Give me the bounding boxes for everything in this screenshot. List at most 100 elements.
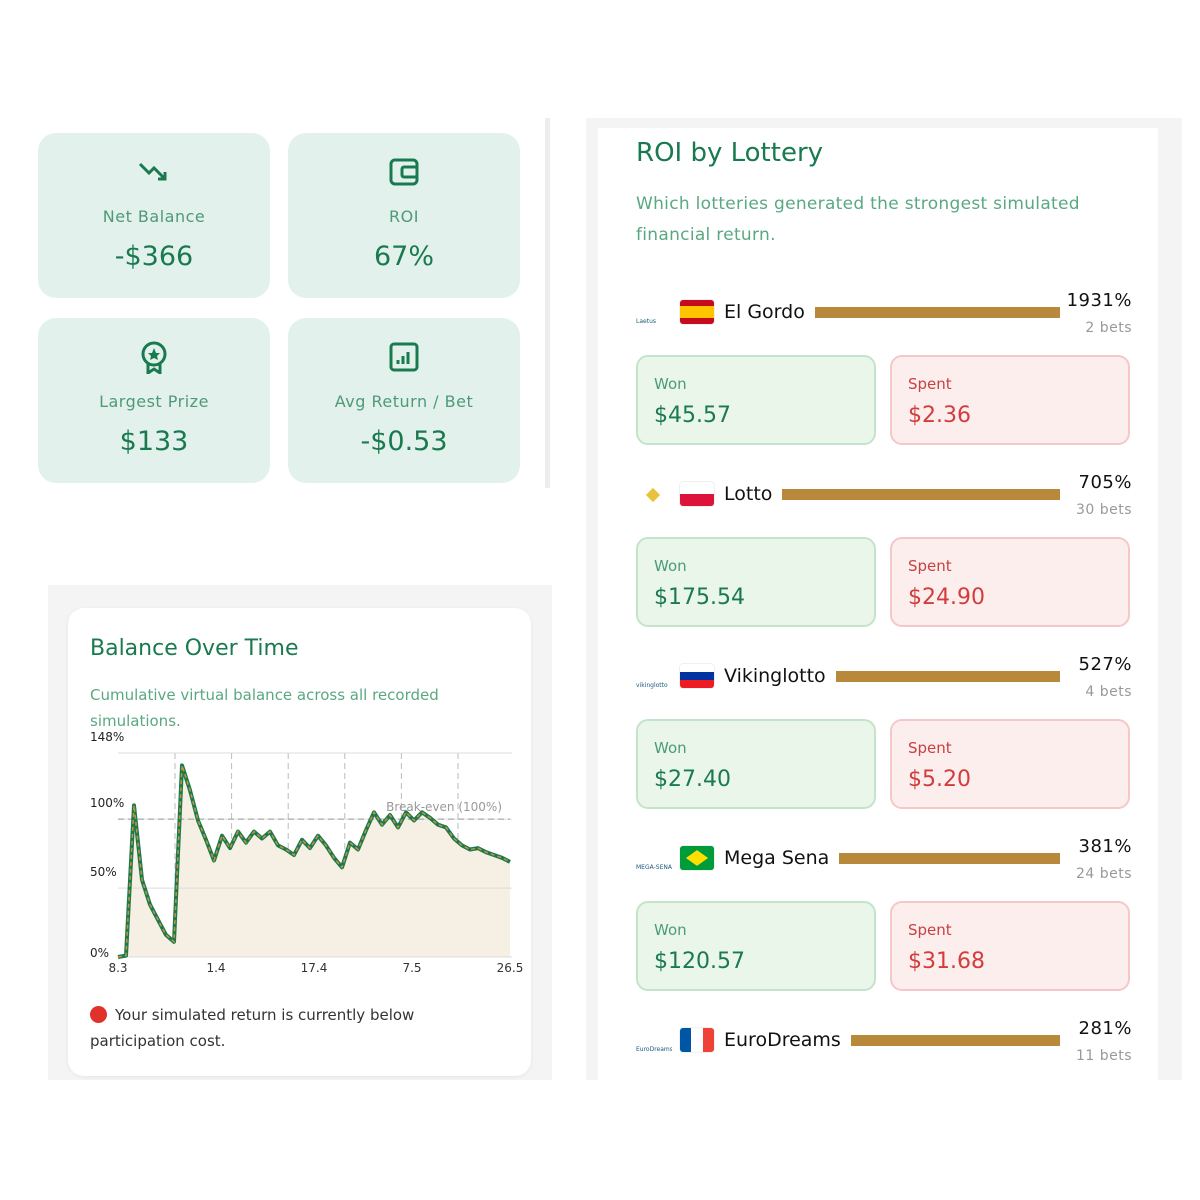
lottery-row: vikinglotto Vikinglotto 527% 4 bets (636, 654, 1132, 714)
spent-box: Spent $2.36 (890, 355, 1130, 445)
flag (680, 300, 714, 324)
flag-band (680, 664, 714, 672)
won-value: $45.57 (654, 403, 731, 428)
spent-value: $31.68 (908, 949, 985, 974)
flag-band (680, 672, 714, 680)
flag (680, 846, 714, 870)
stat-value: -$366 (114, 241, 194, 272)
flag-band (680, 306, 714, 318)
icon (141, 341, 167, 374)
stat-value: $133 (119, 426, 189, 457)
icon (138, 162, 167, 181)
lottery-name: Vikinglotto (724, 665, 826, 687)
y-tick-label: 100% (90, 796, 124, 810)
x-tick-label: 17.4 (301, 961, 328, 975)
note-text: Your simulated return is currently below… (90, 1006, 415, 1050)
won-box: Won $120.57 (636, 901, 876, 991)
flag-band (680, 494, 714, 506)
flag-band (680, 1028, 692, 1052)
flag (680, 664, 714, 688)
won-value: $175.54 (654, 585, 745, 610)
won-value: $27.40 (654, 767, 731, 792)
roi-value: 527% (1078, 654, 1132, 675)
flag-band (680, 482, 714, 494)
lottery-name: Mega Sena (724, 847, 830, 869)
flag-band (702, 1028, 714, 1052)
roi-value: 281% (1078, 1018, 1132, 1039)
lottery-logo: EuroDreams (636, 1046, 672, 1053)
flag-band (680, 300, 714, 306)
x-tick-label: 1.4 (206, 961, 225, 975)
x-tick-label: 8.3 (108, 961, 127, 975)
bet-count: 24 bets (1075, 866, 1132, 882)
flag-band (680, 318, 714, 324)
note: Your simulated return is currently below… (90, 1002, 490, 1054)
lottery-row: MEGA-SENA Mega Sena 381% 24 bets (636, 836, 1132, 896)
line-dash (117, 765, 511, 958)
divider (545, 118, 550, 488)
stat-card: Largest Prize $133 (38, 318, 270, 483)
won-label: Won (654, 739, 687, 757)
y-tick-label: 0% (90, 946, 109, 960)
x-tick-label: 26.5 (497, 961, 524, 975)
lottery-row: Laetus El Gordo 1931% 2 bets (636, 290, 1132, 350)
roi-bar (836, 671, 1060, 682)
chart: 0% 50% 100% 148% Break-even (100%) 8.3 1.4 17.4… (90, 730, 524, 975)
won-box: Won $45.57 (636, 355, 876, 445)
stat-value: -$0.53 (360, 426, 448, 457)
stat-card: ROI 67% (288, 133, 520, 298)
roi-bar (839, 853, 1060, 864)
won-label: Won (654, 375, 687, 393)
bet-count: 30 bets (1075, 502, 1132, 518)
roi-bar (851, 1035, 1060, 1046)
lottery-logo: MEGA-SENA (636, 864, 672, 871)
roi-bar (815, 307, 1060, 318)
chart-title: Balance Over Time (90, 636, 299, 661)
lottery-logo: vikinglotto (636, 682, 668, 689)
flag-band (691, 1028, 703, 1052)
stat-card: Net Balance -$366 (38, 133, 270, 298)
lottery-logo (645, 487, 661, 503)
stat-label: Largest Prize (99, 392, 209, 411)
status-dot (90, 1006, 107, 1023)
roi-value: 381% (1078, 836, 1132, 857)
x-tick-label: 7.5 (402, 961, 421, 975)
roi-value: 1931% (1066, 290, 1132, 311)
stat-card: Avg Return / Bet -$0.53 (288, 318, 520, 483)
spent-label: Spent (908, 921, 952, 939)
spent-value: $2.36 (908, 403, 971, 428)
bet-count: 2 bets (1085, 320, 1132, 336)
stat-value: 67% (373, 241, 434, 272)
lottery-row: Lotto 705% 30 bets (636, 472, 1132, 532)
roi-bar (782, 489, 1060, 500)
lottery-row: EuroDreams EuroDreams 281% 11 bets (636, 1018, 1132, 1078)
icon (389, 158, 419, 186)
area (118, 765, 510, 957)
won-label: Won (654, 921, 687, 939)
chart-subtitle: Cumulative virtual balance across all re… (90, 686, 439, 730)
spent-value: $5.20 (908, 767, 971, 792)
lottery-logo: Laetus (636, 318, 656, 325)
lottery-name: El Gordo (724, 301, 805, 323)
flag (680, 482, 714, 506)
chart-card: Balance Over Time Cumulative virtual bal… (68, 608, 531, 1076)
spent-box: Spent $24.90 (890, 537, 1130, 627)
y-tick-label: 148% (90, 730, 124, 744)
stat-label: Net Balance (102, 207, 206, 226)
roi-value: 705% (1078, 472, 1132, 493)
lottery-name: EuroDreams (724, 1029, 841, 1051)
roi-subtitle: Which lotteries generated the strongest … (636, 194, 1080, 245)
spent-box: Spent $5.20 (890, 719, 1130, 809)
roi-title: ROI by Lottery (636, 138, 824, 168)
break-even-label: Break-even (100%) (386, 800, 502, 814)
bet-count: 4 bets (1085, 684, 1132, 700)
flag (680, 1028, 714, 1052)
spent-label: Spent (908, 375, 952, 393)
flag-diamond (685, 850, 709, 866)
spent-value: $24.90 (908, 585, 985, 610)
spent-label: Spent (908, 739, 952, 757)
won-box: Won $27.40 (636, 719, 876, 809)
spent-label: Spent (908, 557, 952, 575)
flag-band (680, 680, 714, 688)
